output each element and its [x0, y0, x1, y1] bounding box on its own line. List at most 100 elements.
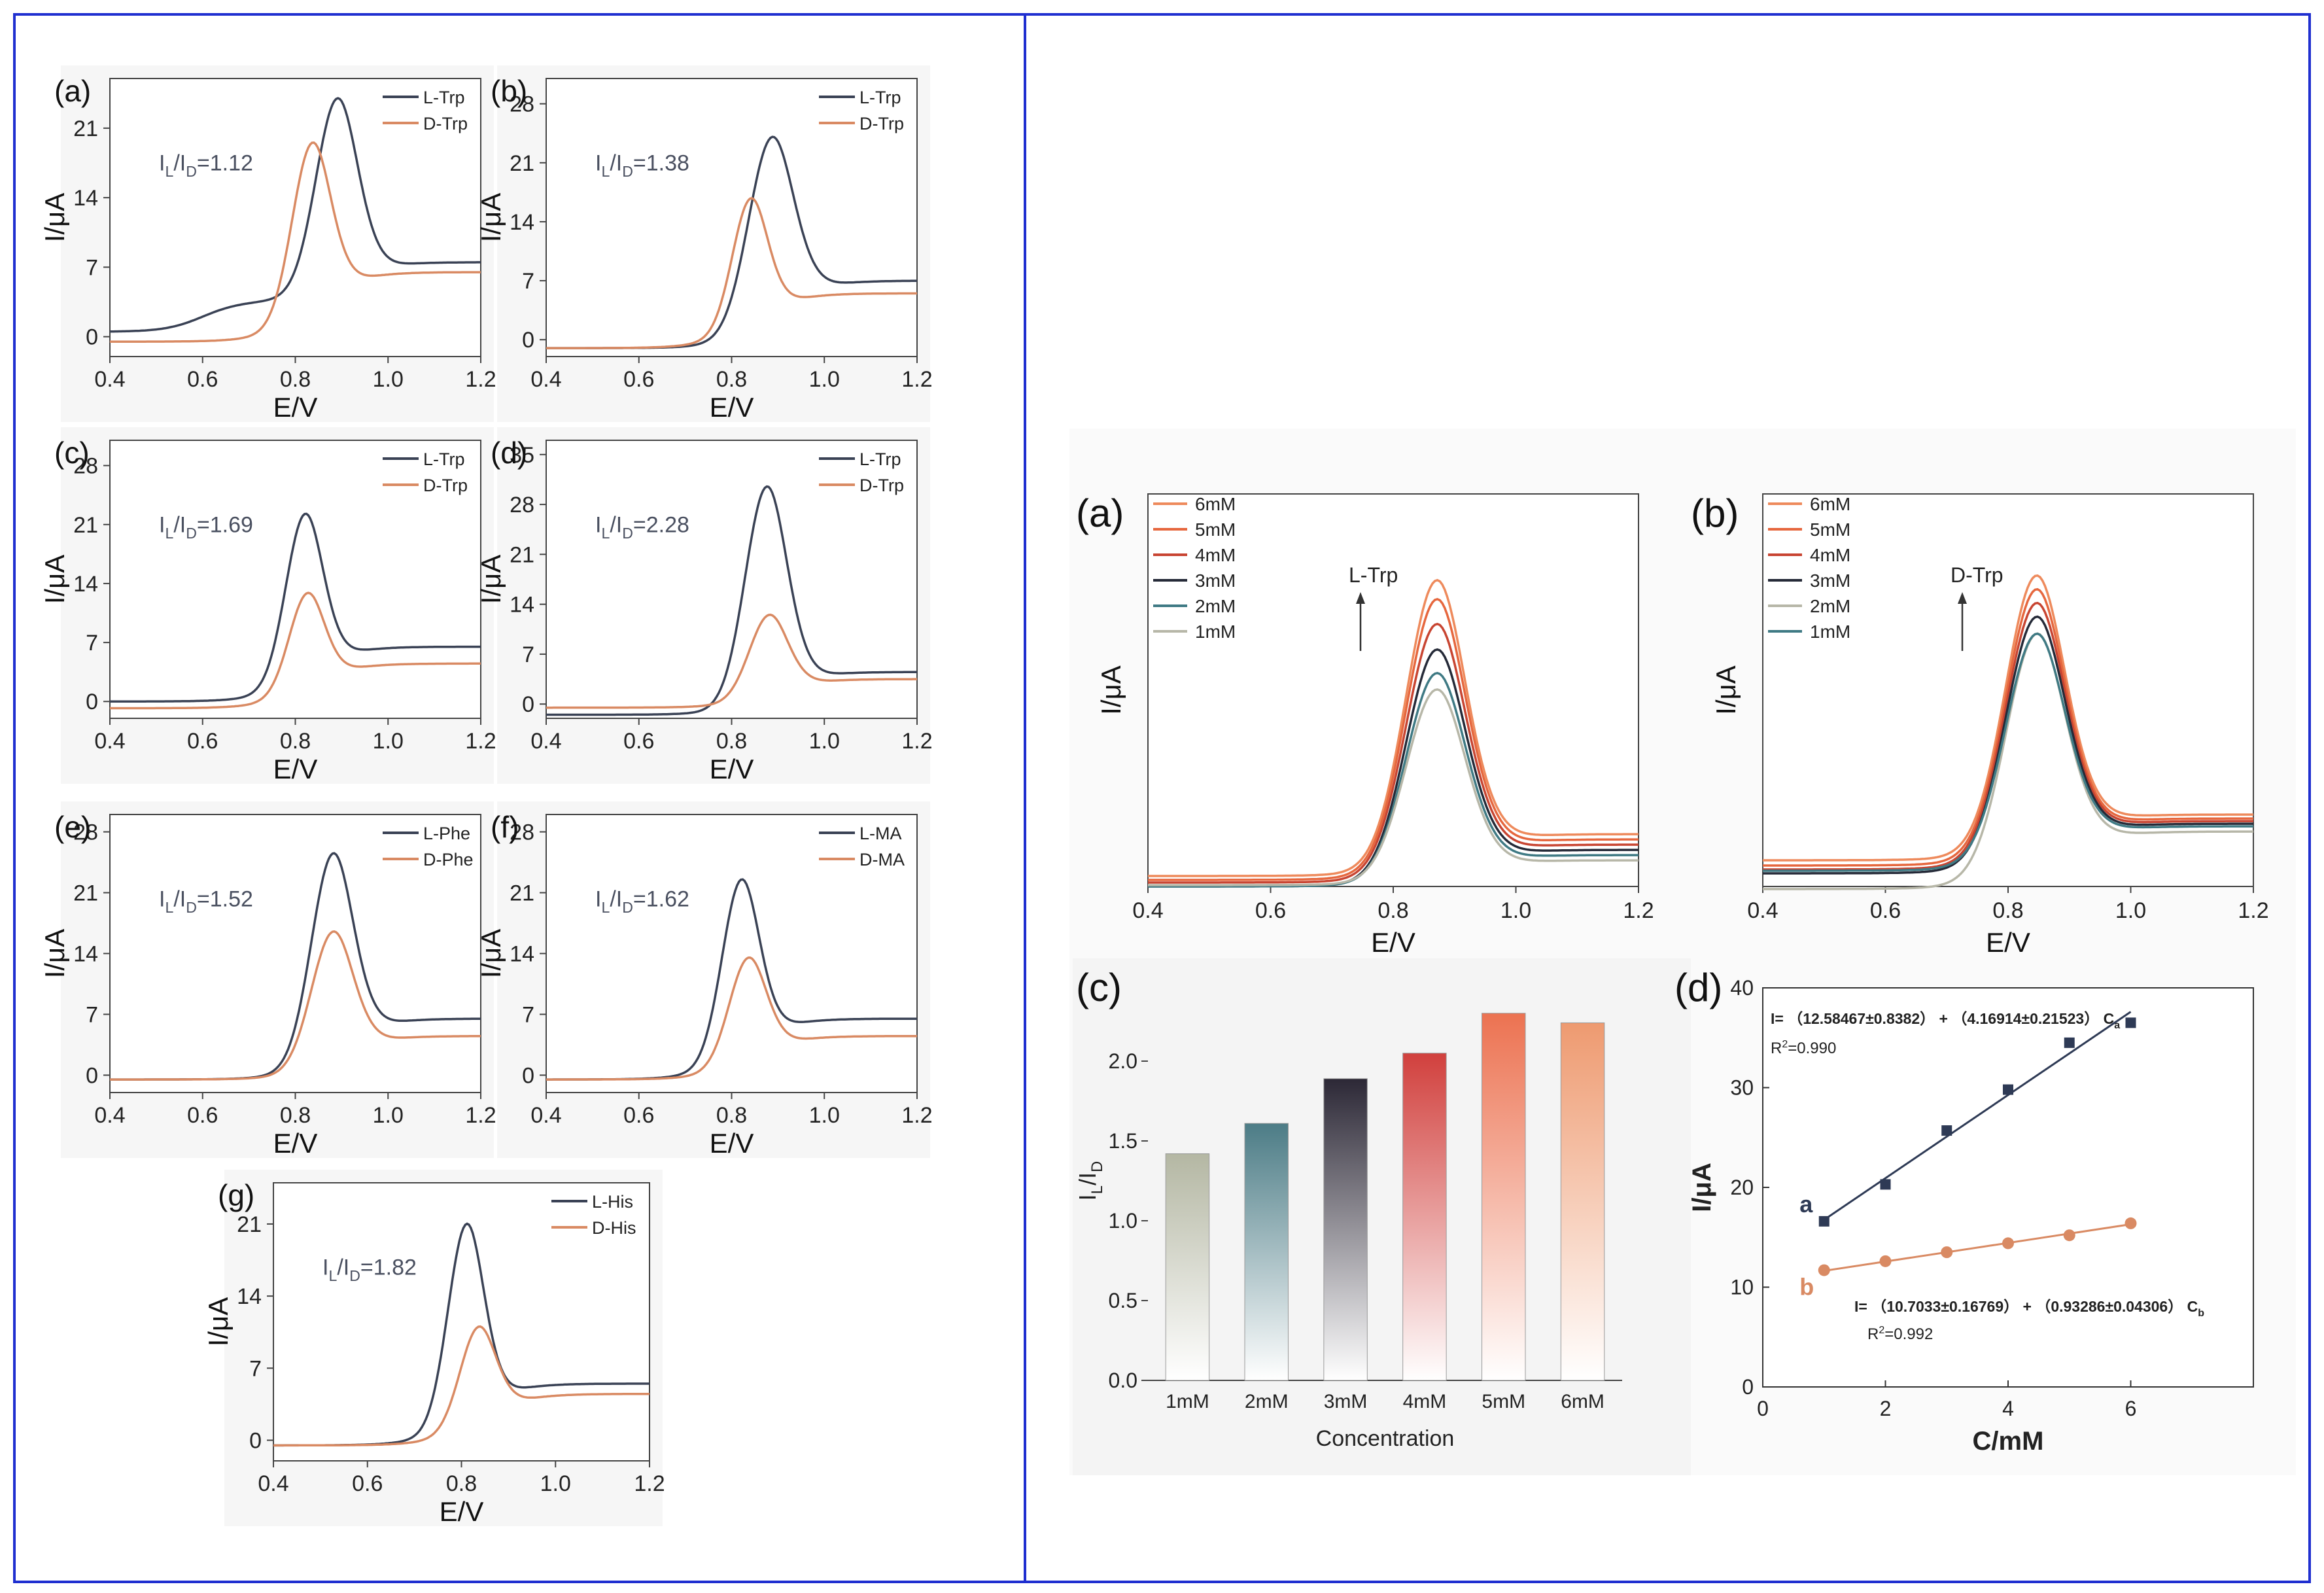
y-tick-label: 0 — [86, 325, 98, 350]
y-tick-label: 7 — [249, 1356, 262, 1381]
y-tick-label: 21 — [510, 881, 534, 906]
x-tick-label: 0.8 — [280, 729, 311, 754]
x-tick-label: 0.6 — [1255, 898, 1286, 923]
legend-entry: D-His — [592, 1218, 636, 1238]
y-tick-label: 40 — [1730, 976, 1754, 1000]
ratio-annotation: IL/ID=1.12 — [159, 150, 253, 180]
y-tick-label: 14 — [73, 942, 98, 967]
x-axis-label: E/V — [1986, 927, 2030, 958]
legend-entry: 3mM — [1810, 570, 1850, 591]
x-axis-label: E/V — [440, 1496, 484, 1527]
x-tick-label: 3mM — [1324, 1391, 1368, 1412]
data-point-a — [1818, 1216, 1830, 1227]
panel-label: (e) — [54, 810, 91, 844]
x-tick-label: 0.8 — [280, 367, 311, 392]
x-tick-label: 2mM — [1245, 1391, 1289, 1412]
y-tick-label: 28 — [510, 92, 534, 117]
x-tick-label: 4mM — [1403, 1391, 1447, 1412]
x-tick-label: 1.2 — [634, 1471, 665, 1496]
y-axis-label: I/μA — [476, 929, 506, 979]
plot-area — [109, 78, 481, 357]
y-axis-label: I/μA — [203, 1297, 234, 1347]
y-tick-label: 0 — [522, 1063, 534, 1088]
x-tick-label: 6 — [2125, 1397, 2137, 1420]
y-tick-label: 7 — [86, 255, 98, 280]
cv-panel-b: 0.4 0.6 0.8 1.0 1.2 0 7 14 21 28 E/V I/μA (b) L-Trp D-… — [476, 65, 933, 423]
x-tick-label: 1.2 — [465, 367, 496, 392]
x-axis-label: E/V — [710, 392, 754, 423]
y-axis-label: I/μA — [1710, 665, 1741, 715]
y-tick-label: 7 — [522, 269, 534, 294]
plot-area — [1762, 987, 2254, 1388]
x-tick-label: 4 — [2002, 1397, 2014, 1420]
series-line-D-Trp — [110, 591, 481, 710]
x-tick-label: 0.8 — [1992, 898, 2023, 923]
y-tick-label: 28 — [510, 820, 534, 845]
x-tick-label: 1.0 — [809, 1103, 840, 1128]
legend-entry: 6mM — [1195, 494, 1236, 514]
legend-entry: L-Trp — [423, 88, 465, 107]
arrow-head — [1356, 592, 1365, 604]
ratio-annotation: IL/ID=1.62 — [595, 886, 689, 916]
x-tick-label: 0.4 — [530, 367, 561, 392]
data-point-a — [1880, 1179, 1891, 1190]
panel-label: (c) — [1076, 966, 1122, 1009]
y-tick-label: 28 — [73, 454, 98, 479]
x-tick-label: 1.2 — [2238, 898, 2268, 923]
x-tick-label: 0.4 — [94, 367, 125, 392]
series-line-L-Trp — [546, 485, 917, 716]
ratio-annotation: IL/ID=1.52 — [159, 886, 253, 916]
series-line-6mM — [1763, 574, 2253, 862]
y-tick-label: 21 — [73, 513, 98, 538]
x-axis-label: E/V — [1371, 927, 1415, 958]
bar-4mM — [1402, 1053, 1447, 1381]
series-label-b: b — [1799, 1274, 1814, 1301]
x-axis-label: E/V — [710, 754, 754, 784]
plot-area — [546, 78, 918, 357]
panel-label: (d) — [491, 436, 527, 470]
x-tick-label: 0.8 — [716, 367, 747, 392]
x-axis-label: Concentration — [1316, 1426, 1455, 1451]
y-axis-label: I/μA — [39, 193, 70, 243]
plot-area — [273, 1182, 650, 1462]
x-tick-label: 1.0 — [373, 367, 404, 392]
data-point-b — [2125, 1217, 2137, 1229]
series-line-D-MA — [546, 956, 917, 1081]
y-axis-label: I/μA — [1688, 1163, 1716, 1212]
series-line-6mM — [1148, 578, 1639, 877]
x-tick-label: 0 — [1757, 1397, 1769, 1420]
cv-panel-c: 0.4 0.6 0.8 1.0 1.2 0 7 14 21 28 E/V I/μA (c) L-Trp D-… — [39, 427, 496, 784]
ratio-annotation: IL/ID=1.82 — [322, 1255, 417, 1284]
y-tick-label: 7 — [522, 642, 534, 667]
y-tick-label: 0 — [522, 692, 534, 717]
x-tick-label: 0.4 — [258, 1471, 288, 1496]
y-tick-label: 10 — [1730, 1276, 1754, 1299]
y-axis-label: I/μA — [39, 555, 70, 604]
x-tick-label: 0.4 — [530, 1103, 561, 1128]
y-tick-label: 0 — [86, 1063, 98, 1088]
legend-entry: L-Trp — [859, 449, 901, 469]
series-line-4mM — [1148, 622, 1639, 884]
conc-panel-a: 0.4 0.6 0.8 1.0 1.2 E/V I/μA (a) 6mM 5mM 4mM 3mM 2mM… — [1076, 491, 1654, 958]
legend-entry: L-His — [592, 1192, 633, 1212]
right-panels: 0.4 0.6 0.8 1.0 1.2 E/V I/μA (a) 6mM 5mM 4mM 3mM 2mM… — [1073, 491, 2269, 1475]
x-tick-label: 0.6 — [187, 1103, 218, 1128]
cv-panel-d: 0.4 0.6 0.8 1.0 1.2 0 7 14 21 28 35 E/V I/μA (d) L-Trp… — [476, 427, 933, 784]
data-point-a — [2064, 1037, 2075, 1048]
x-tick-label: 0.8 — [1378, 898, 1408, 923]
data-point-b — [1941, 1246, 1953, 1259]
panel-label: (b) — [1691, 491, 1739, 535]
series-line-L-Trp — [110, 97, 481, 333]
legend-entry: 5mM — [1810, 519, 1850, 540]
x-tick-label: 0.4 — [1132, 898, 1163, 923]
x-tick-label: 1.2 — [901, 729, 932, 754]
y-tick-label: 21 — [510, 542, 534, 567]
cv-panel-f: 0.4 0.6 0.8 1.0 1.2 0 7 14 21 28 E/V I/μA (f) L-MA D-M… — [476, 801, 933, 1159]
x-tick-label: 1.0 — [809, 367, 840, 392]
y-tick-label: 14 — [510, 942, 534, 967]
series-line-1mM — [1148, 688, 1639, 886]
y-tick-label: 21 — [73, 881, 98, 906]
series-line-2mM — [1763, 632, 2253, 890]
ratio-annotation: IL/ID=2.28 — [595, 512, 689, 542]
ratio-annotation: IL/ID=1.38 — [595, 150, 689, 180]
